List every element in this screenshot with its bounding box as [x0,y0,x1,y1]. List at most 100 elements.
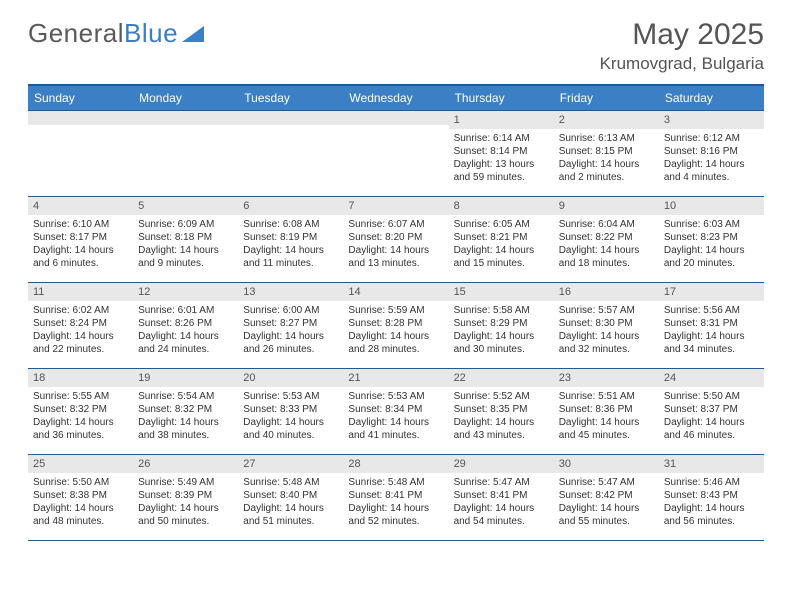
day-details: Sunrise: 5:50 AMSunset: 8:38 PMDaylight:… [28,473,133,530]
day-cell: 14Sunrise: 5:59 AMSunset: 8:28 PMDayligh… [343,283,448,369]
weekday-header-row: Sunday Monday Tuesday Wednesday Thursday… [28,85,764,111]
day-details: Sunrise: 6:00 AMSunset: 8:27 PMDaylight:… [238,301,343,358]
day-cell: 24Sunrise: 5:50 AMSunset: 8:37 PMDayligh… [659,369,764,455]
title-block: May 2025 Krumovgrad, Bulgaria [600,18,764,74]
sunrise-text: Sunrise: 6:01 AM [138,304,233,317]
day-number: 26 [133,455,238,473]
daylight-text: Daylight: 14 hours and 15 minutes. [454,244,549,270]
sunrise-text: Sunrise: 6:00 AM [243,304,338,317]
day-number: 16 [554,283,659,301]
location-label: Krumovgrad, Bulgaria [600,54,764,74]
sunrise-text: Sunrise: 5:57 AM [559,304,654,317]
day-cell: 26Sunrise: 5:49 AMSunset: 8:39 PMDayligh… [133,455,238,541]
sunset-text: Sunset: 8:40 PM [243,489,338,502]
day-details: Sunrise: 6:10 AMSunset: 8:17 PMDaylight:… [28,215,133,272]
daylight-text: Daylight: 14 hours and 11 minutes. [243,244,338,270]
sunset-text: Sunset: 8:23 PM [664,231,759,244]
day-number [238,111,343,125]
daylight-text: Daylight: 14 hours and 26 minutes. [243,330,338,356]
day-number [28,111,133,125]
sunrise-text: Sunrise: 5:51 AM [559,390,654,403]
day-details: Sunrise: 6:03 AMSunset: 8:23 PMDaylight:… [659,215,764,272]
day-cell: 17Sunrise: 5:56 AMSunset: 8:31 PMDayligh… [659,283,764,369]
day-details: Sunrise: 5:49 AMSunset: 8:39 PMDaylight:… [133,473,238,530]
sunrise-text: Sunrise: 6:13 AM [559,132,654,145]
logo: GeneralBlue [28,18,204,49]
daylight-text: Daylight: 14 hours and 34 minutes. [664,330,759,356]
day-number: 31 [659,455,764,473]
sunrise-text: Sunrise: 5:58 AM [454,304,549,317]
daylight-text: Daylight: 14 hours and 28 minutes. [348,330,443,356]
day-cell: 9Sunrise: 6:04 AMSunset: 8:22 PMDaylight… [554,197,659,283]
sunset-text: Sunset: 8:24 PM [33,317,128,330]
logo-triangle-icon [182,26,204,42]
day-number: 22 [449,369,554,387]
daylight-text: Daylight: 14 hours and 54 minutes. [454,502,549,528]
daylight-text: Daylight: 14 hours and 32 minutes. [559,330,654,356]
sunset-text: Sunset: 8:41 PM [454,489,549,502]
sunset-text: Sunset: 8:31 PM [664,317,759,330]
day-details: Sunrise: 6:04 AMSunset: 8:22 PMDaylight:… [554,215,659,272]
sunset-text: Sunset: 8:15 PM [559,145,654,158]
day-number: 7 [343,197,448,215]
sunrise-text: Sunrise: 5:46 AM [664,476,759,489]
day-cell: 21Sunrise: 5:53 AMSunset: 8:34 PMDayligh… [343,369,448,455]
daylight-text: Daylight: 14 hours and 2 minutes. [559,158,654,184]
sunset-text: Sunset: 8:32 PM [33,403,128,416]
sunset-text: Sunset: 8:42 PM [559,489,654,502]
day-number: 23 [554,369,659,387]
day-number: 4 [28,197,133,215]
day-cell: 28Sunrise: 5:48 AMSunset: 8:41 PMDayligh… [343,455,448,541]
week-row: 25Sunrise: 5:50 AMSunset: 8:38 PMDayligh… [28,455,764,541]
sunrise-text: Sunrise: 5:54 AM [138,390,233,403]
day-details: Sunrise: 6:09 AMSunset: 8:18 PMDaylight:… [133,215,238,272]
day-details: Sunrise: 6:08 AMSunset: 8:19 PMDaylight:… [238,215,343,272]
sunset-text: Sunset: 8:32 PM [138,403,233,416]
daylight-text: Daylight: 14 hours and 36 minutes. [33,416,128,442]
daylight-text: Daylight: 14 hours and 9 minutes. [138,244,233,270]
day-cell: 5Sunrise: 6:09 AMSunset: 8:18 PMDaylight… [133,197,238,283]
sunrise-text: Sunrise: 5:53 AM [243,390,338,403]
daylight-text: Daylight: 14 hours and 22 minutes. [33,330,128,356]
daylight-text: Daylight: 14 hours and 50 minutes. [138,502,233,528]
daylight-text: Daylight: 14 hours and 24 minutes. [138,330,233,356]
day-number: 20 [238,369,343,387]
logo-text-1: General [28,18,124,49]
day-details: Sunrise: 5:55 AMSunset: 8:32 PMDaylight:… [28,387,133,444]
sunset-text: Sunset: 8:28 PM [348,317,443,330]
daylight-text: Daylight: 14 hours and 40 minutes. [243,416,338,442]
day-cell: 12Sunrise: 6:01 AMSunset: 8:26 PMDayligh… [133,283,238,369]
sunset-text: Sunset: 8:29 PM [454,317,549,330]
sunrise-text: Sunrise: 5:50 AM [33,476,128,489]
sunrise-text: Sunrise: 6:04 AM [559,218,654,231]
day-cell [133,111,238,197]
daylight-text: Daylight: 14 hours and 6 minutes. [33,244,128,270]
day-number: 15 [449,283,554,301]
day-details: Sunrise: 5:48 AMSunset: 8:40 PMDaylight:… [238,473,343,530]
day-number [343,111,448,125]
daylight-text: Daylight: 14 hours and 18 minutes. [559,244,654,270]
sunrise-text: Sunrise: 6:09 AM [138,218,233,231]
day-details: Sunrise: 5:52 AMSunset: 8:35 PMDaylight:… [449,387,554,444]
weekday-header: Thursday [449,85,554,111]
day-number: 29 [449,455,554,473]
sunrise-text: Sunrise: 6:05 AM [454,218,549,231]
sunset-text: Sunset: 8:37 PM [664,403,759,416]
day-cell: 2Sunrise: 6:13 AMSunset: 8:15 PMDaylight… [554,111,659,197]
weekday-header: Saturday [659,85,764,111]
day-number: 24 [659,369,764,387]
sunrise-text: Sunrise: 6:03 AM [664,218,759,231]
day-details: Sunrise: 5:59 AMSunset: 8:28 PMDaylight:… [343,301,448,358]
day-details: Sunrise: 5:53 AMSunset: 8:34 PMDaylight:… [343,387,448,444]
sunrise-text: Sunrise: 5:49 AM [138,476,233,489]
daylight-text: Daylight: 14 hours and 46 minutes. [664,416,759,442]
week-row: 18Sunrise: 5:55 AMSunset: 8:32 PMDayligh… [28,369,764,455]
day-number: 12 [133,283,238,301]
day-number: 30 [554,455,659,473]
day-cell: 8Sunrise: 6:05 AMSunset: 8:21 PMDaylight… [449,197,554,283]
day-details: Sunrise: 5:54 AMSunset: 8:32 PMDaylight:… [133,387,238,444]
day-details: Sunrise: 5:50 AMSunset: 8:37 PMDaylight:… [659,387,764,444]
day-number: 10 [659,197,764,215]
day-details: Sunrise: 5:48 AMSunset: 8:41 PMDaylight:… [343,473,448,530]
sunset-text: Sunset: 8:21 PM [454,231,549,244]
